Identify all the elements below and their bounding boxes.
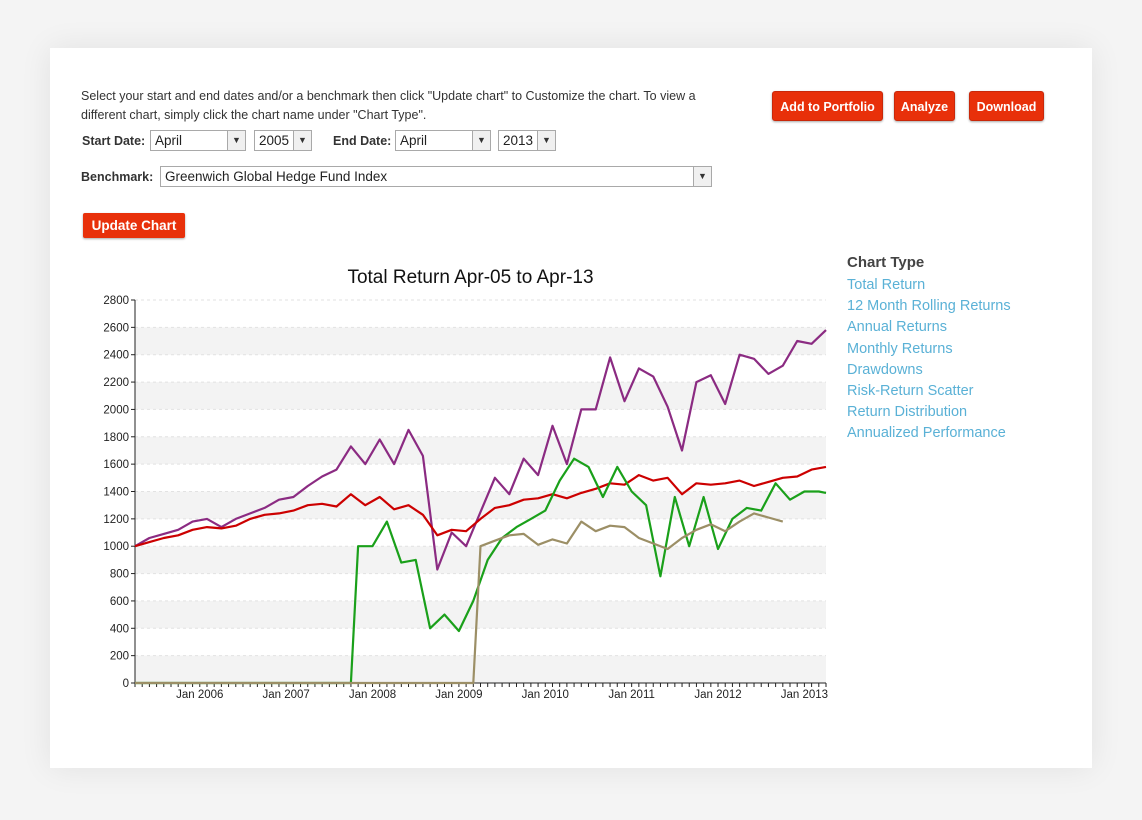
y-tick-label: 1400 bbox=[103, 487, 129, 499]
start-year-value: 2005 bbox=[259, 133, 290, 148]
chart-type-risk-return-scatter[interactable]: Risk-Return Scatter bbox=[847, 383, 974, 400]
analyze-button[interactable]: Analyze bbox=[894, 91, 955, 121]
x-tick-label: Jan 2009 bbox=[435, 689, 482, 701]
chevron-down-icon: ▼ bbox=[693, 167, 711, 186]
chart-type-list: Total Return 12 Month Rolling Returns An… bbox=[847, 275, 1011, 445]
grid-band bbox=[135, 655, 826, 683]
end-year-value: 2013 bbox=[503, 133, 534, 148]
x-tick-label: Jan 2011 bbox=[608, 689, 654, 701]
end-month-select[interactable]: April ▼ bbox=[395, 130, 491, 151]
chart-type-monthly-returns[interactable]: Monthly Returns bbox=[847, 340, 953, 357]
start-month-select[interactable]: April ▼ bbox=[150, 130, 246, 151]
end-year-select[interactable]: 2013 ▼ bbox=[498, 130, 556, 151]
end-month-value: April bbox=[400, 133, 428, 148]
y-tick-label: 400 bbox=[110, 623, 129, 635]
end-date-label: End Date: bbox=[333, 134, 392, 148]
y-tick-label: 1800 bbox=[103, 432, 129, 444]
series-tan-line bbox=[135, 512, 784, 685]
y-tick-label: 2400 bbox=[103, 350, 129, 362]
total-return-chart: 0 200 400 600 800 1000 1200 1400 1600 1800 2000 220… bbox=[103, 267, 828, 701]
add-to-portfolio-button[interactable]: Add to Portfolio bbox=[772, 91, 883, 121]
y-tick-label: 800 bbox=[110, 569, 129, 581]
chart-title: Total Return Apr-05 to Apr-13 bbox=[347, 267, 593, 288]
y-tick-label: 1200 bbox=[103, 514, 129, 526]
x-tick-label: Jan 2006 bbox=[176, 689, 223, 701]
chart-type-annual-returns[interactable]: Annual Returns bbox=[847, 319, 947, 336]
instructions-text: Select your start and end dates and/or a… bbox=[81, 89, 696, 122]
chart-type-total-return[interactable]: Total Return bbox=[847, 277, 926, 293]
main-card: Select your start and end dates and/or a… bbox=[50, 48, 1092, 768]
series-green-line bbox=[135, 457, 827, 685]
y-tick-label: 2000 bbox=[103, 404, 129, 416]
update-chart-button[interactable]: Update Chart bbox=[83, 213, 185, 238]
grid-band bbox=[135, 327, 826, 355]
y-tick-label: 1600 bbox=[103, 459, 129, 471]
chart-type-drawdowns[interactable]: Drawdowns bbox=[847, 361, 923, 378]
y-tick-label: 1000 bbox=[103, 541, 129, 553]
y-tick-label: 2800 bbox=[103, 295, 129, 307]
benchmark-select[interactable]: Greenwich Global Hedge Fund Index ▼ bbox=[160, 166, 712, 187]
x-tick-label: Jan 2012 bbox=[694, 689, 741, 701]
start-year-select[interactable]: 2005 ▼ bbox=[254, 130, 312, 151]
series-purple-line bbox=[134, 329, 827, 571]
x-tick-label: Jan 2013 bbox=[781, 689, 828, 701]
chart-type-heading: Chart Type bbox=[847, 254, 925, 271]
download-button[interactable]: Download bbox=[969, 91, 1044, 121]
series-red-line bbox=[134, 465, 827, 548]
grid-band bbox=[135, 600, 826, 629]
x-tick-label: Jan 2007 bbox=[262, 689, 309, 701]
chevron-down-icon: ▼ bbox=[293, 131, 311, 150]
chart-type-annualized-performance[interactable]: Annualized Performance bbox=[847, 425, 1006, 442]
chart-type-return-distribution[interactable]: Return Distribution bbox=[847, 404, 968, 421]
start-date-label: Start Date: bbox=[82, 134, 146, 148]
start-month-value: April bbox=[155, 133, 183, 148]
chevron-down-icon: ▼ bbox=[537, 131, 555, 150]
y-tick-label: 2200 bbox=[103, 377, 129, 389]
chevron-down-icon: ▼ bbox=[472, 131, 490, 150]
y-tick-label: 600 bbox=[110, 596, 129, 608]
x-tick-label: Jan 2010 bbox=[522, 689, 569, 701]
benchmark-label: Benchmark: bbox=[81, 170, 154, 184]
y-tick-label: 200 bbox=[110, 651, 129, 663]
y-tick-label: 2600 bbox=[103, 322, 129, 334]
chevron-down-icon: ▼ bbox=[227, 131, 245, 150]
benchmark-value: Greenwich Global Hedge Fund Index bbox=[165, 169, 388, 184]
x-tick-label: Jan 2008 bbox=[349, 689, 396, 701]
grid-band bbox=[135, 436, 826, 465]
grid-band bbox=[135, 382, 826, 410]
chart-type-rolling-returns[interactable]: 12 Month Rolling Returns bbox=[847, 298, 1011, 315]
y-tick-label: 0 bbox=[123, 678, 129, 690]
